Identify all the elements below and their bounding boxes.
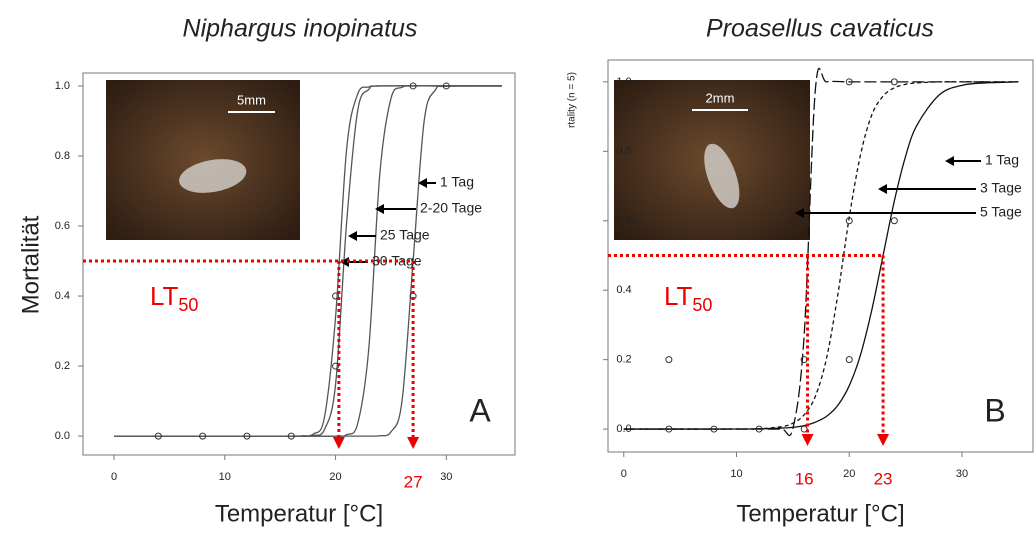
- x-tick-label: 20: [843, 468, 855, 480]
- observation: [665, 425, 673, 433]
- y-axis-label: Mortalität: [17, 215, 44, 314]
- x-axis-label: Temperatur [°C]: [215, 500, 383, 527]
- y-tick-label: 0.6: [616, 215, 631, 227]
- arrow-head: [340, 257, 349, 267]
- lt50-label-sub: 50: [178, 295, 198, 315]
- observation: [442, 82, 450, 90]
- series-label: 5 Tage: [980, 204, 1022, 220]
- arrow-head: [418, 178, 427, 188]
- x-tick-label: 0: [621, 468, 627, 480]
- y-tick-label: 0.8: [616, 145, 631, 157]
- chart-title: Niphargus inopinatus: [183, 15, 418, 43]
- series-label: 25 Tage: [380, 227, 430, 243]
- lt50-tick-label: 27: [404, 472, 423, 491]
- observation: [287, 432, 295, 440]
- curve: [623, 67, 1019, 437]
- y-tick-label: 0.4: [616, 284, 631, 296]
- observation: [710, 425, 718, 433]
- observation: [332, 362, 340, 370]
- arrow-head: [375, 204, 384, 214]
- y-tick-label: 0.8: [55, 150, 70, 162]
- lt50-tick-label: 16: [795, 469, 814, 488]
- observation: [845, 356, 853, 364]
- arrow-head: [878, 184, 887, 194]
- series-label: 1 Tag: [440, 174, 474, 190]
- y-axis-label: rtality (n = 5): [567, 72, 578, 128]
- y-tick-label: 0.6: [55, 220, 70, 232]
- x-tick-label: 10: [219, 471, 231, 483]
- observation: [332, 292, 340, 300]
- x-axis-label: Temperatur [°C]: [736, 500, 904, 527]
- observation: [890, 78, 898, 86]
- lt50-arrow-head: [801, 434, 814, 446]
- lt50-label-sub: 50: [692, 295, 712, 315]
- observation: [409, 82, 417, 90]
- observation: [755, 425, 763, 433]
- x-tick-label: 0: [111, 471, 117, 483]
- observation: [243, 432, 251, 440]
- observation: [800, 425, 808, 433]
- y-tick-label: 1.0: [616, 76, 631, 88]
- panel-label: B: [984, 392, 1005, 428]
- scale-label: 5mm: [237, 92, 266, 107]
- x-tick-label: 20: [329, 471, 341, 483]
- x-tick-label: 30: [956, 468, 968, 480]
- observation: [845, 78, 853, 86]
- arrow-head: [795, 208, 804, 218]
- y-tick-label: 0.0: [55, 430, 70, 442]
- arrow-head: [348, 231, 357, 241]
- panel-label: A: [469, 392, 491, 428]
- x-tick-label: 30: [440, 471, 452, 483]
- lt50-arrow-head: [877, 434, 890, 446]
- x-tick-label: 10: [730, 468, 742, 480]
- plot-frame: [82, 72, 516, 456]
- photo: [106, 80, 300, 240]
- scale-label: 2mm: [706, 90, 735, 105]
- y-tick-label: 0.4: [55, 290, 70, 302]
- y-tick-label: 0.2: [616, 354, 631, 366]
- series-label: 2-20 Tage: [420, 200, 482, 216]
- observation: [890, 217, 898, 225]
- observation: [845, 217, 853, 225]
- animal: [704, 143, 740, 209]
- series-label: 1 Tag: [985, 152, 1019, 168]
- animal: [179, 159, 247, 193]
- curve: [623, 81, 1019, 430]
- lt50-arrow-head: [407, 437, 420, 449]
- lt50-tick-label: 23: [874, 469, 893, 488]
- observation: [154, 432, 162, 440]
- lt50-label: LT50: [664, 281, 712, 315]
- y-tick-label: 1.0: [55, 80, 70, 92]
- lt50-label: LT50: [150, 281, 198, 315]
- arrow-head: [945, 156, 954, 166]
- y-tick-label: 0.2: [55, 360, 70, 372]
- lt50-arrow-head: [332, 437, 345, 449]
- series-label: 3 Tage: [980, 180, 1022, 196]
- lt50-label-main: LT: [150, 281, 179, 311]
- observation: [199, 432, 207, 440]
- chart-title: Proasellus cavaticus: [706, 15, 934, 43]
- observation: [665, 356, 673, 364]
- lt50-label-main: LT: [664, 281, 693, 311]
